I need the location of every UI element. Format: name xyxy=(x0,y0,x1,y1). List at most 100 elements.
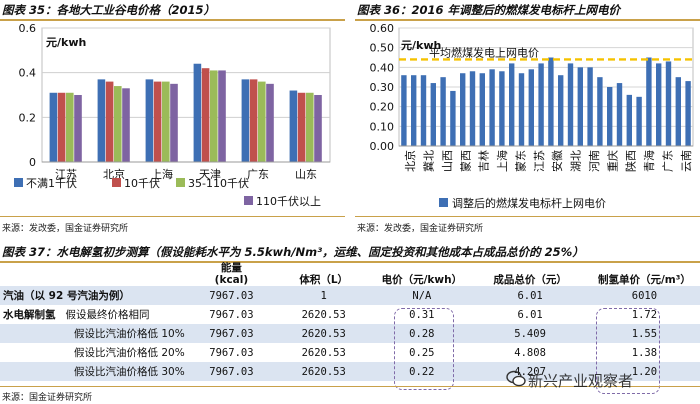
x-category-label: 江苏 xyxy=(55,168,77,181)
bar xyxy=(249,79,258,162)
header-energy: 能量 (kcal) xyxy=(214,262,249,286)
bar xyxy=(114,86,122,162)
y-tick-label: 0 xyxy=(29,156,36,169)
cell-price: N/A xyxy=(372,286,472,305)
table-header-row: 能量 (kcal) 体积（L） 电价（元/kwh） 成品总价（元） 制氢单价（元/… xyxy=(0,262,700,286)
cell-price: 0.31 xyxy=(409,308,435,321)
unit-cost-highlight-box xyxy=(596,308,660,394)
fig35-title: 图表 35：各地大工业谷电价格（2015） xyxy=(2,3,216,17)
fig35-title-rule xyxy=(0,19,345,21)
bar xyxy=(665,61,672,146)
cell-energy: 7967.03 xyxy=(187,324,276,343)
x-category-label: 蒙东 xyxy=(514,150,527,172)
bar xyxy=(258,81,266,162)
bar xyxy=(153,81,162,162)
x-category-label: 湖北 xyxy=(570,150,583,172)
bar xyxy=(162,81,170,162)
bar xyxy=(528,69,534,146)
cell-unit-cost: 1.55 xyxy=(588,324,700,343)
y-tick-label: 0.10 xyxy=(370,120,395,133)
cell-total: 4.808 xyxy=(514,346,546,359)
x-category-label: 云南 xyxy=(680,150,693,172)
bar xyxy=(201,68,210,162)
fig36-bottom-rule xyxy=(355,216,700,217)
legend-swatch xyxy=(14,178,23,187)
legend-swatch xyxy=(112,178,121,187)
x-category-label: 山东 xyxy=(295,168,317,181)
fig35-source: 来源：发改委，国金证券研究所 xyxy=(2,224,129,234)
bar xyxy=(577,67,583,146)
legend-label: 10千伏 xyxy=(124,176,160,190)
legend-label: 110千伏以上 xyxy=(256,194,321,208)
y-tick-label: 0.00 xyxy=(370,140,395,153)
bar xyxy=(401,75,407,146)
cell-unit-cost: 1.38 xyxy=(631,346,658,359)
row-label: 假设比汽油价格低 20% xyxy=(74,347,185,359)
header-blank xyxy=(0,262,188,286)
bar xyxy=(558,75,564,146)
row-label: 水电解制氢 假设最终价格相同 xyxy=(3,309,150,321)
row-label: 假设比汽油价格低 10% xyxy=(0,324,188,343)
legend-swatch xyxy=(439,198,448,207)
bar xyxy=(450,90,456,146)
x-category-label: 蒙西 xyxy=(459,150,472,172)
bar xyxy=(105,81,114,162)
fig37-title-rule xyxy=(0,261,700,263)
x-category-label: 江苏 xyxy=(533,150,546,172)
legend-swatch xyxy=(176,178,185,187)
cell-energy: 7967.03 xyxy=(187,362,276,381)
x-category-label: 天津 xyxy=(199,168,221,181)
fig37-source: 来源：国金证券研究所 xyxy=(2,393,93,403)
fig35-bottom-rule xyxy=(0,216,345,217)
bar xyxy=(499,71,505,146)
bar xyxy=(469,71,476,146)
cell-unit-cost: 1.20 xyxy=(588,362,700,381)
bar xyxy=(74,95,82,162)
bar xyxy=(430,83,436,146)
table-row: 假设比汽油价格低 30% 7967.03 2620.53 0.22 4.207 … xyxy=(0,362,700,381)
y-tick-label: 0.30 xyxy=(370,81,395,94)
legend-label: 调整后的燃煤发电标杆上网电价 xyxy=(452,196,606,210)
bar xyxy=(97,79,106,162)
fig36-title-rule xyxy=(355,19,700,21)
bar xyxy=(479,73,485,146)
y-tick-label: 0.6 xyxy=(19,22,37,35)
row-label: 汽油（以 92 号汽油为例） xyxy=(0,286,188,305)
legend-label: 不满1千伏 xyxy=(26,176,77,190)
x-category-label: 陕西 xyxy=(624,150,638,172)
x-category-label: 北京 xyxy=(103,167,125,181)
bar xyxy=(567,63,574,146)
bar xyxy=(266,83,274,162)
hydrogen-cost-table: 能量 (kcal) 体积（L） 电价（元/kwh） 成品总价（元） 制氢单价（元/… xyxy=(0,262,700,381)
cell-energy: 7967.03 xyxy=(209,346,254,359)
y-tick-label: 0.40 xyxy=(370,61,395,74)
table-row: 假设比汽油价格低 10% 7967.03 2620.53 0.28 5.409 … xyxy=(0,324,700,343)
wechat-icon xyxy=(506,370,526,387)
bar xyxy=(420,75,427,146)
y-axis-unit: 元/kwh xyxy=(401,39,441,52)
bar xyxy=(616,83,623,146)
bar xyxy=(587,67,593,146)
y-tick-label: 0.60 xyxy=(370,22,395,35)
reference-line-label: 平均燃煤发电上网电价 xyxy=(429,45,539,59)
header-unit-cost: 制氢单价（元/m³） xyxy=(597,274,691,286)
y-tick-label: 0.2 xyxy=(19,111,37,124)
cell-unit-cost: 1.72 xyxy=(631,308,658,321)
cell-price: 0.28 xyxy=(372,324,472,343)
cell-price: 0.25 xyxy=(409,346,435,359)
bar xyxy=(538,63,544,146)
fig37-title: 图表 37：水电解氢初步测算（假设能耗水平为 5.5kwh/Nm³，运维、固定投… xyxy=(2,245,584,259)
bar xyxy=(411,75,417,146)
bar xyxy=(646,57,652,146)
bar xyxy=(210,70,218,162)
cell-energy: 7967.03 xyxy=(209,308,254,321)
cell-total: 6.01 xyxy=(471,286,589,305)
bar xyxy=(297,92,306,162)
cell-total: 6.01 xyxy=(517,308,543,321)
x-category-label: 重庆 xyxy=(605,150,619,172)
bar xyxy=(548,57,554,146)
bar xyxy=(509,63,515,146)
cell-total: 4.207 xyxy=(471,362,589,381)
x-category-label: 安徽 xyxy=(550,150,564,172)
bar xyxy=(218,70,226,162)
